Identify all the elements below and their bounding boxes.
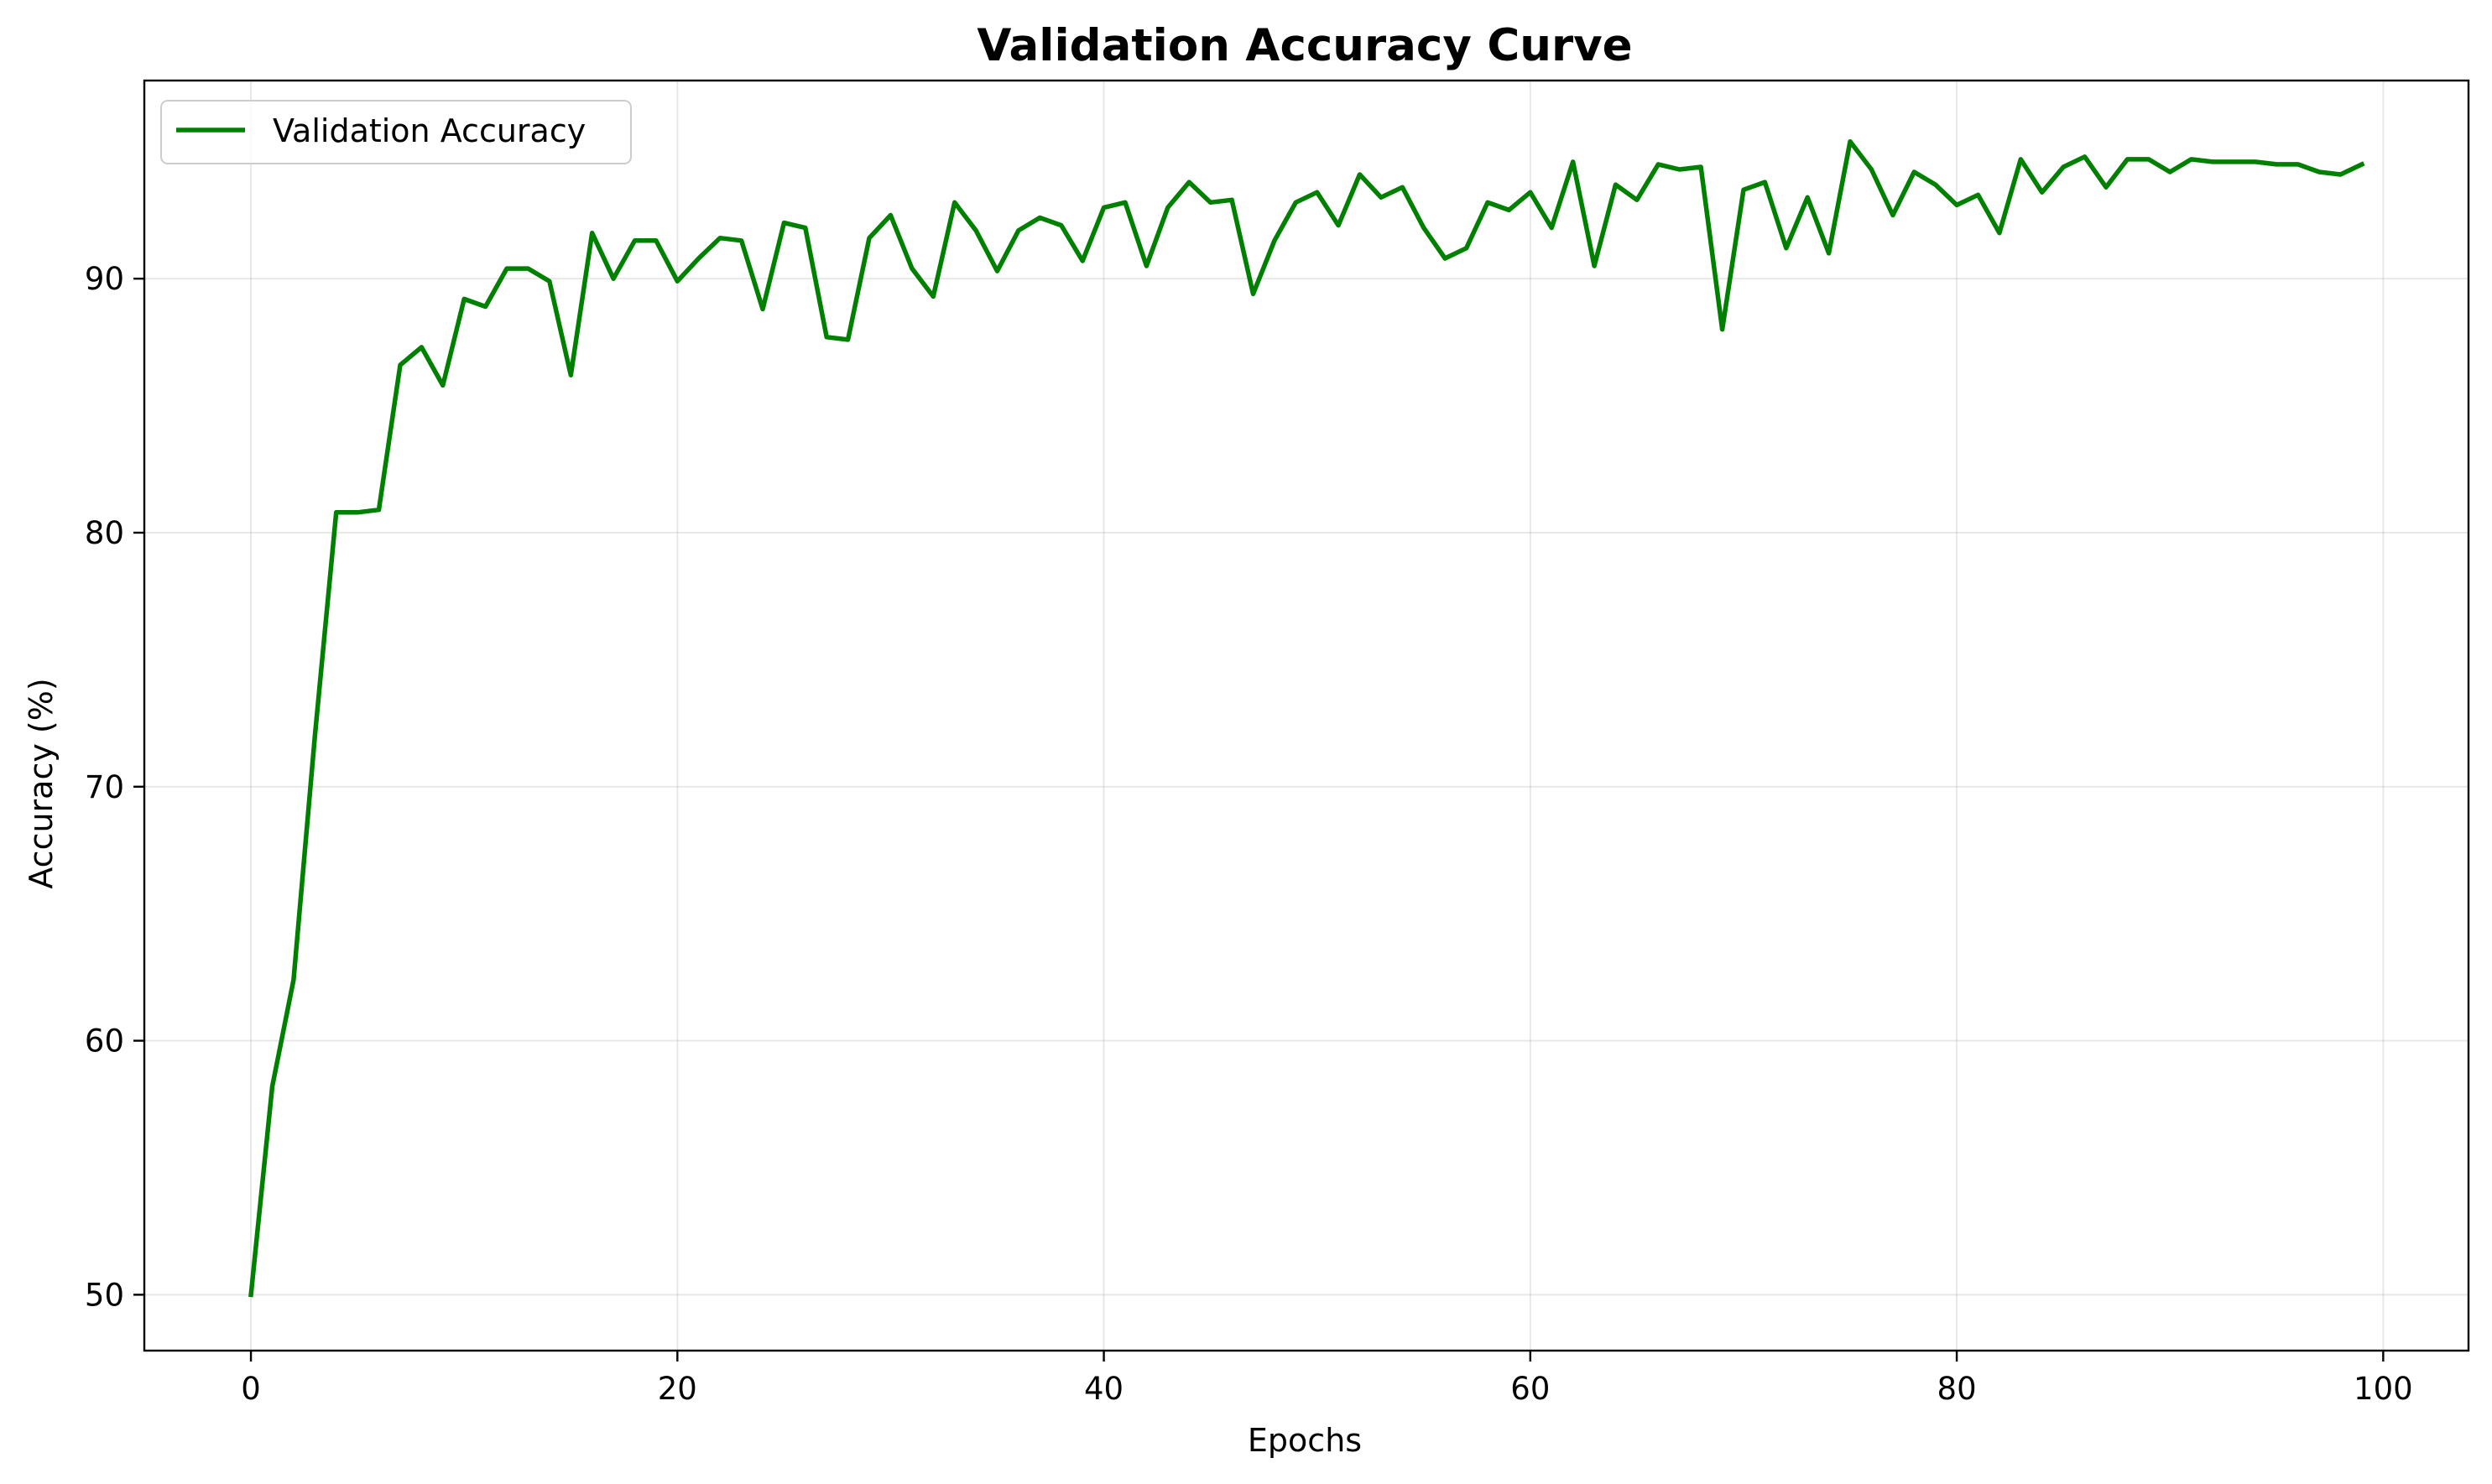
grid — [144, 81, 2469, 1351]
y-axis-label: Accuracy (%) — [23, 678, 60, 888]
plot-area — [248, 138, 2365, 1298]
y-tick-label: 90 — [85, 261, 124, 297]
x-axis-label: Epochs — [1248, 1422, 1362, 1459]
legend-label: Validation Accuracy — [273, 112, 586, 149]
x-tick-label: 40 — [1084, 1371, 1123, 1407]
x-tick-label: 100 — [2354, 1371, 2413, 1407]
legend-box — [160, 100, 632, 164]
y-axis: 50 60 70 80 90 — [85, 261, 144, 1313]
x-tick-label: 0 — [241, 1371, 261, 1407]
series-line-validation-accuracy — [248, 138, 2365, 1298]
legend: Validation Accuracy — [160, 100, 632, 164]
y-tick-label: 80 — [85, 515, 124, 551]
y-tick-label: 70 — [85, 769, 124, 805]
x-tick-label: 60 — [1510, 1371, 1550, 1407]
y-tick-label: 50 — [85, 1277, 124, 1313]
x-axis: 0 20 40 60 80 100 — [241, 1351, 2413, 1407]
plot-frame — [143, 79, 2470, 1352]
x-tick-label: 80 — [1937, 1371, 1977, 1407]
x-tick-label: 20 — [658, 1371, 697, 1407]
chart-title: Validation Accuracy Curve — [977, 20, 1632, 71]
y-tick-label: 60 — [85, 1023, 124, 1060]
